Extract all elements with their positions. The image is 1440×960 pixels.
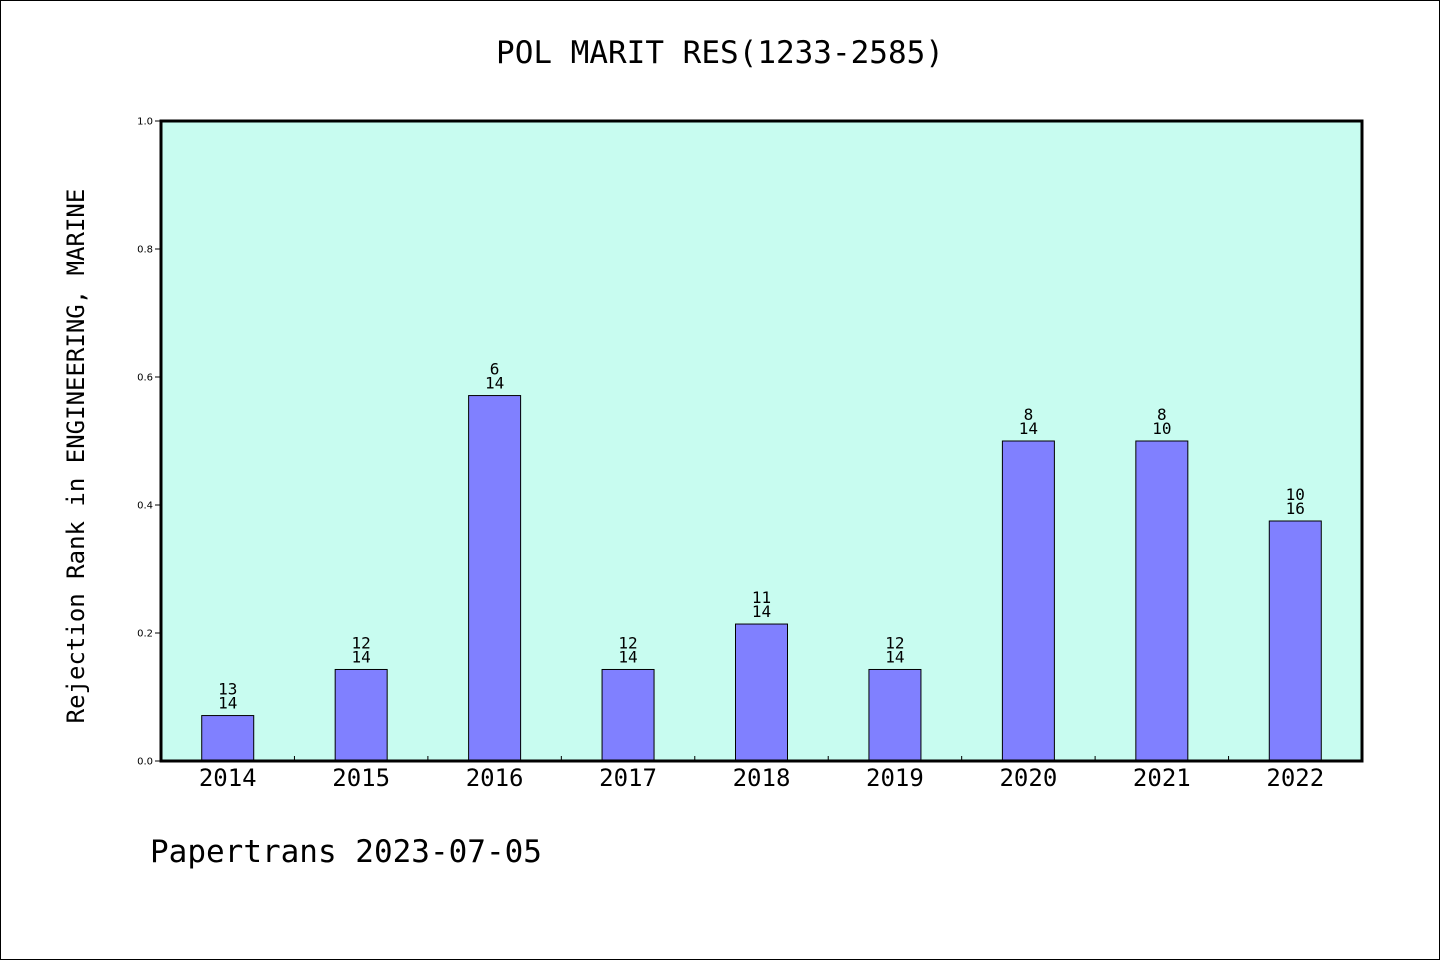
bar [601, 668, 655, 762]
bar-label-top: 12 [618, 633, 637, 652]
x-tick-label: 2022 [1266, 764, 1324, 792]
y-tick-label: 0.6 [137, 373, 153, 384]
y-tick-label: 0.0 [137, 757, 153, 768]
bar-label-top: 8 [1024, 405, 1034, 424]
x-tick-label: 2017 [599, 764, 657, 792]
x-tick-label: 2019 [866, 764, 924, 792]
bar-label-bottom: 14 [352, 647, 371, 666]
x-tick-label: 2021 [1133, 764, 1191, 792]
bar [735, 623, 788, 762]
bar-label-top: 12 [885, 633, 904, 652]
bar [1001, 440, 1055, 762]
bar-label-top: 8 [1157, 405, 1167, 424]
x-tick-label: 2015 [332, 764, 390, 792]
y-tick-label: 0.8 [137, 245, 153, 256]
plot-frame [159, 119, 1364, 763]
bar [868, 668, 922, 762]
x-tick-label: 2020 [999, 764, 1057, 792]
bar [201, 715, 255, 762]
y-tick-label: 1.0 [137, 117, 153, 128]
bar-label-top: 10 [1286, 485, 1305, 504]
bar-label-bottom: 14 [885, 647, 904, 666]
y-tick-label: 0.4 [137, 501, 153, 512]
bar [1135, 440, 1189, 762]
bar-label-bottom: 14 [1019, 419, 1038, 438]
bar-label-bottom: 10 [1152, 419, 1171, 438]
x-tick-label: 2016 [466, 764, 524, 792]
bar-label-top: 6 [490, 360, 500, 379]
bar-label-bottom: 16 [1286, 499, 1305, 518]
bar-label-bottom: 14 [485, 374, 504, 393]
x-tick-label: 2018 [733, 764, 791, 792]
bar-label-top: 13 [218, 680, 237, 699]
y-tick-label: 0.2 [137, 629, 153, 640]
bar-label-bottom: 14 [618, 647, 637, 666]
chart-title: POL MARIT RES(1233-2585) [496, 35, 944, 71]
bar-label-bottom: 14 [752, 602, 771, 621]
footer-text: Papertrans 2023-07-05 [150, 834, 542, 870]
x-tick-label: 2014 [199, 764, 257, 792]
bar-label-top: 11 [752, 588, 771, 607]
bar [334, 668, 388, 762]
bar-label-top: 12 [352, 633, 371, 652]
bar [468, 395, 522, 762]
bar [1268, 520, 1322, 762]
bar-label-bottom: 14 [218, 694, 237, 713]
